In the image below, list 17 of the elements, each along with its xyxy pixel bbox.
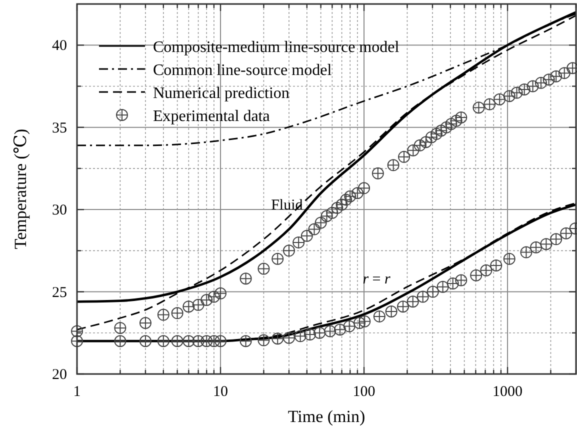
y-tick-label: 35 bbox=[52, 120, 67, 136]
legend-label: Experimental data bbox=[153, 108, 270, 125]
x-axis-title: Time (min) bbox=[288, 407, 366, 426]
x-tick-label: 10 bbox=[213, 384, 228, 400]
x-tick-label: 1 bbox=[73, 384, 81, 400]
legend-label: Composite-medium line-source model bbox=[153, 39, 400, 56]
y-tick-label: 40 bbox=[52, 38, 67, 54]
legend-label: Common line-source model bbox=[153, 62, 332, 79]
annotation: Fluid bbox=[271, 198, 304, 214]
legend-label: Numerical prediction bbox=[153, 85, 290, 102]
y-axis-title: Temperature (℃) bbox=[11, 128, 30, 250]
x-tick-label: 100 bbox=[352, 384, 376, 400]
y-tick-label: 25 bbox=[52, 284, 67, 301]
y-tick-label: 20 bbox=[52, 367, 67, 383]
y-tick-label: 30 bbox=[52, 202, 67, 219]
annotation: r = r bbox=[362, 272, 391, 288]
x-tick-label: 1000 bbox=[492, 384, 523, 400]
